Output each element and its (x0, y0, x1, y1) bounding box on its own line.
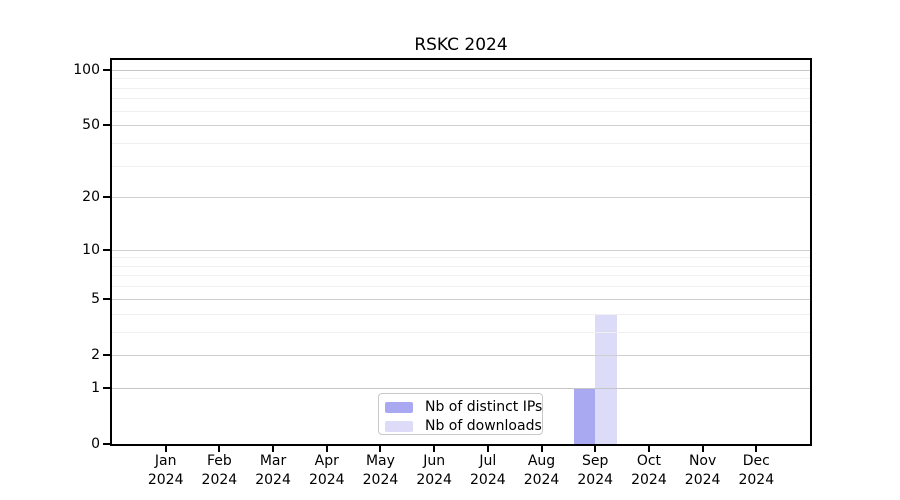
gridline-major (112, 69, 810, 71)
gridline-minor (112, 286, 810, 288)
gridline-minor (112, 142, 810, 144)
x-tick (218, 446, 221, 452)
y-tick-label: 2 (91, 346, 100, 363)
gridline-major (112, 387, 810, 389)
gridline-minor (112, 257, 810, 259)
x-tick-label-year: 2024 (577, 472, 614, 488)
x-tick (486, 446, 489, 452)
x-tick-label: Dec 2024 (724, 452, 788, 490)
legend-swatch-downloads (385, 421, 413, 432)
x-tick (647, 446, 650, 452)
gridline-minor (112, 313, 810, 315)
gridline-minor (112, 110, 810, 112)
x-tick-label-year: 2024 (684, 472, 721, 488)
bar-distinct-ips (573, 387, 596, 444)
y-tick-label: 20 (82, 189, 100, 206)
x-tick-label: Nov 2024 (671, 452, 735, 490)
x-tick-label-month: Nov (688, 453, 717, 469)
x-tick-label-year: 2024 (201, 472, 238, 488)
gridline-minor (112, 275, 810, 277)
legend-item-distinct-ips: Nb of distinct IPs (385, 398, 542, 417)
gridline-major (112, 125, 810, 127)
gridline-major (112, 354, 810, 356)
gridline-minor (112, 87, 810, 89)
y-tick-label: 5 (91, 290, 100, 307)
legend-item-downloads: Nb of downloads (385, 417, 542, 436)
gridline-minor (112, 98, 810, 100)
x-tick-label-month: Feb (206, 453, 232, 469)
gridline-major (112, 249, 810, 251)
x-tick-label-month: Oct (636, 453, 662, 469)
x-tick-label-month: Jan (154, 453, 177, 469)
x-tick (272, 446, 275, 452)
x-tick-label-month: Sep (582, 453, 609, 469)
gridline-minor (112, 331, 810, 333)
plot-area (112, 60, 810, 444)
y-tick (103, 353, 110, 356)
x-tick-label: Jan 2024 (134, 452, 198, 490)
legend-label-distinct-ips: Nb of distinct IPs (425, 399, 543, 415)
x-tick-label-year: 2024 (738, 472, 775, 488)
x-tick (701, 446, 704, 452)
x-tick-label: Jul 2024 (456, 452, 520, 490)
x-tick-label-year: 2024 (362, 472, 399, 488)
y-tick-label: 0 (91, 436, 100, 452)
x-tick-label: Jun 2024 (402, 452, 466, 490)
x-tick (755, 446, 758, 452)
legend-label-downloads: Nb of downloads (425, 418, 542, 434)
x-tick (433, 446, 436, 452)
legend-swatch-distinct-ips (385, 402, 413, 413)
x-tick-label: Feb 2024 (187, 452, 251, 490)
y-tick (103, 443, 110, 445)
y-tick-label: 10 (82, 241, 100, 258)
gridline-minor (112, 78, 810, 80)
x-tick-label: Mar 2024 (241, 452, 305, 490)
y-tick-label: 1 (91, 379, 100, 396)
x-tick-label-month: May (365, 453, 395, 469)
x-tick-label: Oct 2024 (617, 452, 681, 490)
x-tick-label-year: 2024 (523, 472, 560, 488)
y-tick-label: 50 (82, 117, 100, 134)
x-tick (379, 446, 382, 452)
x-tick-label-month: Aug (527, 453, 556, 469)
legend: Nb of distinct IPs Nb of downloads (378, 393, 543, 435)
y-tick (103, 297, 110, 300)
chart-title: RSKC 2024 (414, 35, 508, 55)
x-tick-label: Apr 2024 (295, 452, 359, 490)
gridline-major (112, 298, 810, 300)
x-tick-label-year: 2024 (308, 472, 345, 488)
y-tick (103, 248, 110, 251)
x-tick-label-year: 2024 (470, 472, 506, 488)
x-tick (325, 446, 328, 452)
x-tick-label-year: 2024 (631, 472, 667, 488)
x-tick-label-month: Jun (423, 453, 446, 469)
gridline-major (112, 197, 810, 199)
x-tick-label-month: Apr (314, 453, 339, 469)
gridline-minor (112, 265, 810, 267)
y-tick (103, 196, 110, 199)
x-tick-label-year: 2024 (147, 472, 184, 488)
x-tick-label: May 2024 (348, 452, 412, 490)
x-tick (594, 446, 597, 452)
x-tick (164, 446, 167, 452)
x-tick-label-month: Dec (742, 453, 770, 469)
x-tick-label-year: 2024 (416, 472, 452, 488)
y-tick (103, 386, 110, 389)
x-tick-label-month: Mar (259, 453, 287, 469)
y-tick (103, 68, 110, 71)
y-tick-label: 100 (73, 61, 100, 78)
y-tick (103, 124, 110, 127)
x-tick-label: Aug 2024 (510, 452, 574, 490)
x-tick-label: Sep 2024 (563, 452, 627, 490)
x-tick-label-month: Jul (479, 453, 497, 469)
x-tick (540, 446, 543, 452)
gridline-minor (112, 165, 810, 167)
bar-downloads (595, 313, 617, 444)
x-tick-label-year: 2024 (255, 472, 291, 488)
